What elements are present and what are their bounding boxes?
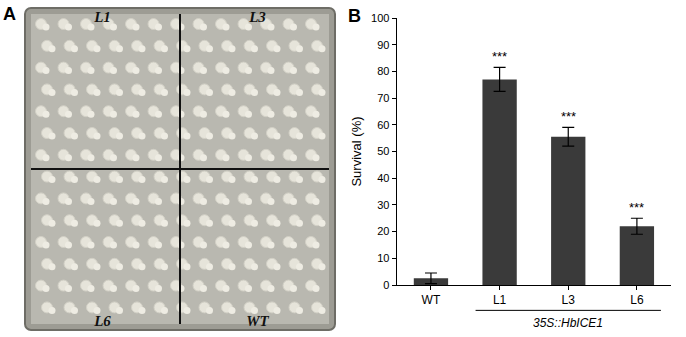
svg-text:L3: L3 [562,293,576,307]
svg-text:B: B [348,6,361,26]
svg-text:WT: WT [422,293,441,307]
svg-text:40: 40 [377,172,389,184]
svg-text:20: 20 [377,225,389,237]
svg-text:0: 0 [383,279,389,291]
svg-text:50: 50 [377,145,389,157]
svg-text:90: 90 [377,39,389,51]
svg-text:***: *** [629,200,644,215]
svg-text:Survival (%): Survival (%) [349,116,364,186]
svg-text:***: *** [492,49,507,64]
svg-text:100: 100 [371,12,389,24]
svg-text:L3: L3 [248,9,266,25]
svg-text:60: 60 [377,119,389,131]
svg-text:L6: L6 [93,313,111,329]
svg-text:A: A [3,4,16,24]
svg-text:***: *** [561,109,576,124]
svg-text:80: 80 [377,65,389,77]
svg-text:L6: L6 [630,293,644,307]
svg-text:35S::HbICE1: 35S::HbICE1 [533,316,603,330]
svg-text:30: 30 [377,199,389,211]
svg-text:WT: WT [246,313,269,329]
svg-text:L1: L1 [493,293,507,307]
svg-text:70: 70 [377,92,389,104]
svg-text:L1: L1 [93,9,111,25]
svg-text:10: 10 [377,252,389,264]
